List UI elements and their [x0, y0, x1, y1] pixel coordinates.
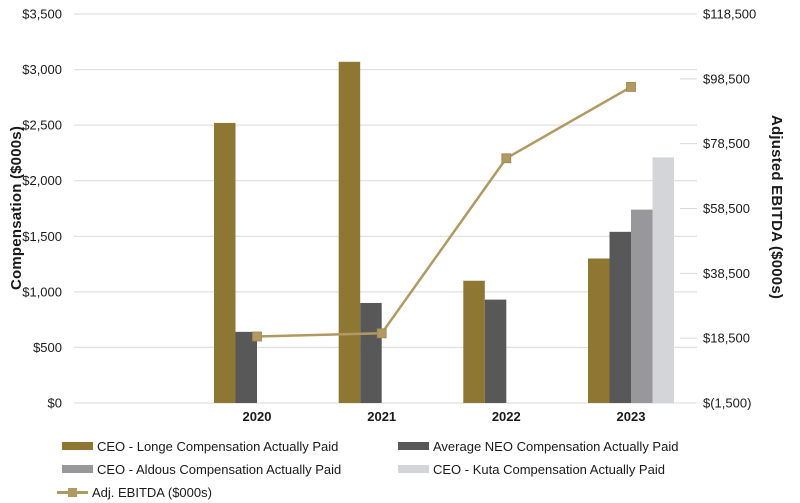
bar-2022 — [463, 280, 485, 403]
right-axis-tick-label: $58,500 — [703, 201, 750, 216]
left-axis-tick-label: $1,500 — [22, 229, 62, 244]
right-axis-tick-label: $118,500 — [703, 7, 756, 22]
left-axis-tick-label: $3,500 — [22, 7, 62, 22]
ebitda-line-marker — [501, 153, 512, 164]
bar-2023 — [609, 231, 631, 403]
legend-item-adj-ebitda: Adj. EBITDA ($000s) — [57, 483, 212, 501]
x-axis-category-label: 2023 — [617, 409, 646, 424]
legend-label-adj-ebitda: Adj. EBITDA ($000s) — [92, 484, 212, 500]
bar-2022 — [484, 299, 507, 403]
legend-label-ceo-aldous: CEO - Aldous Compensation Actually Paid — [97, 461, 342, 477]
legend-item-ceo-aldous: CEO - Aldous Compensation Actually Paid — [62, 460, 341, 478]
bar-2021 — [338, 61, 361, 403]
x-axis-category-label: 2022 — [492, 409, 521, 424]
right-axis-title: Adjusted EBITDA ($000s) — [768, 115, 785, 300]
bar-2020 — [214, 122, 236, 404]
bar-2021 — [360, 302, 382, 403]
legend-label-ceo-longe: CEO - Longe Compensation Actually Paid — [97, 438, 339, 454]
legend-swatch-avg-neo — [398, 442, 429, 450]
right-axis-tick-label: $38,500 — [703, 266, 750, 281]
right-axis-tick-label: $78,500 — [703, 136, 750, 151]
left-axis-tick-label: $1,000 — [22, 284, 62, 299]
left-axis-tick-label: $3,000 — [22, 62, 62, 77]
right-axis-tick-label: $(1,500) — [703, 396, 751, 411]
left-axis-tick-label: $500 — [33, 340, 62, 355]
legend-swatch-ceo-kuta — [398, 465, 429, 473]
legend-label-ceo-kuta: CEO - Kuta Compensation Actually Paid — [433, 461, 665, 477]
ebitda-line-marker — [252, 331, 262, 342]
ebitda-line-marker — [626, 82, 636, 92]
legend-swatch-adj-ebitda-line — [57, 487, 88, 497]
legend-swatch-ceo-aldous — [62, 465, 93, 473]
left-axis-title: Compensation ($000s) — [8, 125, 25, 290]
legend-item-ceo-kuta: CEO - Kuta Compensation Actually Paid — [398, 460, 665, 478]
x-axis-category-label: 2021 — [367, 409, 396, 424]
bar-2023 — [652, 157, 674, 403]
ebitda-line — [256, 85, 632, 338]
bar-2023 — [588, 258, 610, 403]
legend-label-avg-neo: Average NEO Compensation Actually Paid — [433, 438, 679, 454]
x-axis-category-label: 2020 — [243, 409, 272, 424]
left-axis-tick-label: $2,000 — [22, 173, 62, 188]
bar-2020 — [235, 331, 257, 403]
left-axis-tick-label: $0 — [48, 396, 62, 411]
legend-item-avg-neo: Average NEO Compensation Actually Paid — [398, 437, 678, 455]
legend-item-ceo-longe: CEO - Longe Compensation Actually Paid — [62, 437, 338, 455]
ebitda-line-marker — [376, 328, 387, 339]
right-axis-tick-label: $18,500 — [703, 331, 750, 346]
plot-area: $0 $500 $1,000 $1,500 $2,000 $2,500 $3,000 $3,5… — [22, 7, 756, 425]
right-axis-tick-label: $98,500 — [703, 71, 750, 86]
bar-2023 — [631, 209, 653, 403]
legend-swatch-ceo-longe — [62, 442, 93, 450]
left-axis-tick-label: $2,500 — [22, 118, 62, 133]
legend-line-marker — [68, 487, 77, 497]
